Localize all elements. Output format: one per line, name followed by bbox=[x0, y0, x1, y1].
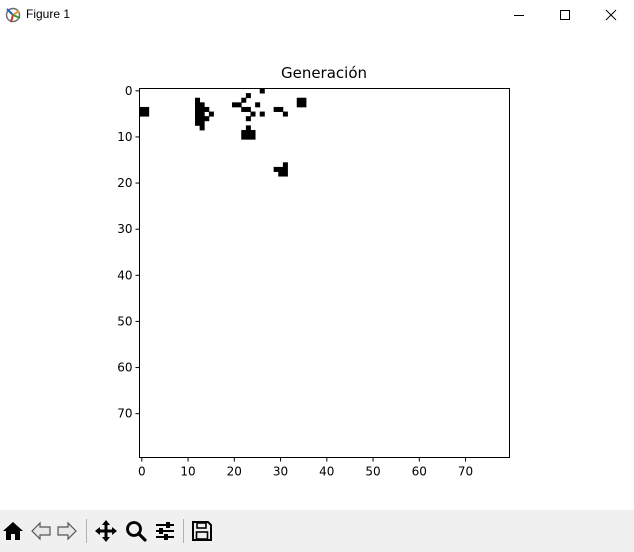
minimize-button[interactable] bbox=[496, 0, 542, 30]
maximize-icon bbox=[560, 10, 570, 20]
y-tick-label: 70 bbox=[117, 407, 132, 421]
forward-arrow-icon bbox=[57, 521, 77, 541]
alive-cell bbox=[259, 88, 265, 94]
x-tick-label: 70 bbox=[458, 465, 473, 479]
alive-cell bbox=[255, 102, 261, 108]
grid-plot[interactable]: Generación 0 10 20 30 40 50 60 70 0 10 20 30 40 50 60… bbox=[0, 30, 634, 510]
alive-cell bbox=[282, 111, 288, 117]
alive-cell bbox=[232, 102, 238, 108]
home-button[interactable] bbox=[0, 518, 26, 544]
alive-cell bbox=[250, 130, 256, 136]
configure-subplots-icon bbox=[156, 522, 174, 540]
alive-cell bbox=[139, 106, 145, 112]
x-tick-label: 50 bbox=[365, 465, 380, 479]
save-button[interactable] bbox=[189, 518, 215, 544]
alive-cell bbox=[273, 166, 279, 172]
alive-cell bbox=[195, 111, 201, 117]
close-icon bbox=[605, 9, 617, 21]
y-tick-label: 60 bbox=[117, 361, 132, 375]
pan-move-icon bbox=[95, 520, 117, 542]
alive-cell bbox=[301, 97, 307, 103]
alive-cell bbox=[236, 102, 242, 108]
alive-cell bbox=[296, 102, 302, 108]
alive-cell bbox=[241, 130, 247, 136]
y-tick-label: 40 bbox=[117, 268, 132, 282]
figure-canvas[interactable]: Generación 0 10 20 30 40 50 60 70 0 10 20 30 40 50 60… bbox=[0, 30, 634, 510]
y-tick-label: 30 bbox=[117, 222, 132, 236]
navigation-toolbar bbox=[0, 510, 634, 552]
x-tick-label: 30 bbox=[273, 465, 288, 479]
minimize-icon bbox=[514, 15, 524, 16]
alive-cell bbox=[273, 106, 279, 112]
alive-cell bbox=[282, 171, 288, 177]
pan-button[interactable] bbox=[93, 518, 119, 544]
y-tick-label: 20 bbox=[117, 176, 132, 190]
alive-cell bbox=[250, 111, 256, 117]
zoom-button[interactable] bbox=[123, 518, 149, 544]
alive-cell bbox=[199, 106, 205, 112]
alive-cell bbox=[195, 106, 201, 112]
back-button[interactable] bbox=[28, 518, 54, 544]
y-tick-label: 50 bbox=[117, 314, 132, 328]
alive-cell bbox=[195, 116, 201, 122]
toolbar-separator bbox=[183, 519, 184, 543]
window-title: Figure 1 bbox=[26, 7, 71, 21]
configure-subplots-button[interactable] bbox=[152, 518, 178, 544]
alive-cell bbox=[195, 120, 201, 126]
zoom-magnifier-icon bbox=[126, 521, 147, 542]
alive-cell bbox=[199, 116, 205, 122]
alive-cell bbox=[204, 116, 210, 122]
x-tick-label: 20 bbox=[227, 465, 242, 479]
alive-cell bbox=[144, 111, 150, 117]
home-icon bbox=[3, 522, 23, 540]
alive-cell bbox=[241, 134, 247, 140]
x-tick-label: 40 bbox=[319, 465, 334, 479]
x-tick-label: 10 bbox=[180, 465, 195, 479]
save-floppy-icon bbox=[192, 521, 212, 541]
alive-cell bbox=[199, 102, 205, 108]
alive-cell bbox=[144, 106, 150, 112]
x-tick-label: 0 bbox=[138, 465, 146, 479]
alive-cell bbox=[245, 116, 251, 122]
alive-cell bbox=[208, 111, 214, 117]
chart-title: Generación bbox=[281, 64, 367, 82]
alive-cell bbox=[250, 134, 256, 140]
alive-cell bbox=[195, 102, 201, 108]
alive-cell bbox=[245, 134, 251, 140]
toolbar-separator bbox=[86, 519, 87, 543]
x-axis-ticks: 0 10 20 30 40 50 60 70 bbox=[138, 457, 473, 479]
alive-cell bbox=[282, 166, 288, 172]
alive-cells-layer bbox=[139, 88, 307, 177]
alive-cell bbox=[301, 102, 307, 108]
alive-cell bbox=[278, 106, 284, 112]
alive-cell bbox=[195, 97, 201, 103]
alive-cell bbox=[241, 106, 247, 112]
alive-cell bbox=[245, 130, 251, 136]
axes-frame bbox=[139, 88, 510, 458]
matplotlib-figure-icon bbox=[4, 6, 22, 24]
alive-cell bbox=[199, 111, 205, 117]
alive-cell bbox=[139, 111, 145, 117]
alive-cell bbox=[282, 162, 288, 168]
y-tick-label: 0 bbox=[125, 84, 133, 98]
alive-cell bbox=[245, 125, 251, 131]
window-titlebar: Figure 1 bbox=[0, 0, 634, 30]
alive-cell bbox=[296, 97, 302, 103]
alive-cell bbox=[278, 171, 284, 177]
alive-cell bbox=[245, 106, 251, 112]
alive-cell bbox=[199, 120, 205, 126]
y-axis-ticks: 0 10 20 30 40 50 60 70 bbox=[117, 84, 140, 421]
forward-button[interactable] bbox=[54, 518, 80, 544]
alive-cell bbox=[245, 93, 251, 99]
maximize-button[interactable] bbox=[542, 0, 588, 30]
alive-cell bbox=[259, 111, 265, 117]
alive-cell bbox=[278, 166, 284, 172]
alive-cell bbox=[204, 106, 210, 112]
alive-cell bbox=[199, 125, 205, 131]
alive-cell bbox=[241, 97, 247, 103]
x-tick-label: 60 bbox=[412, 465, 427, 479]
back-arrow-icon bbox=[31, 521, 51, 541]
close-button[interactable] bbox=[588, 0, 634, 30]
y-tick-label: 10 bbox=[117, 130, 132, 144]
